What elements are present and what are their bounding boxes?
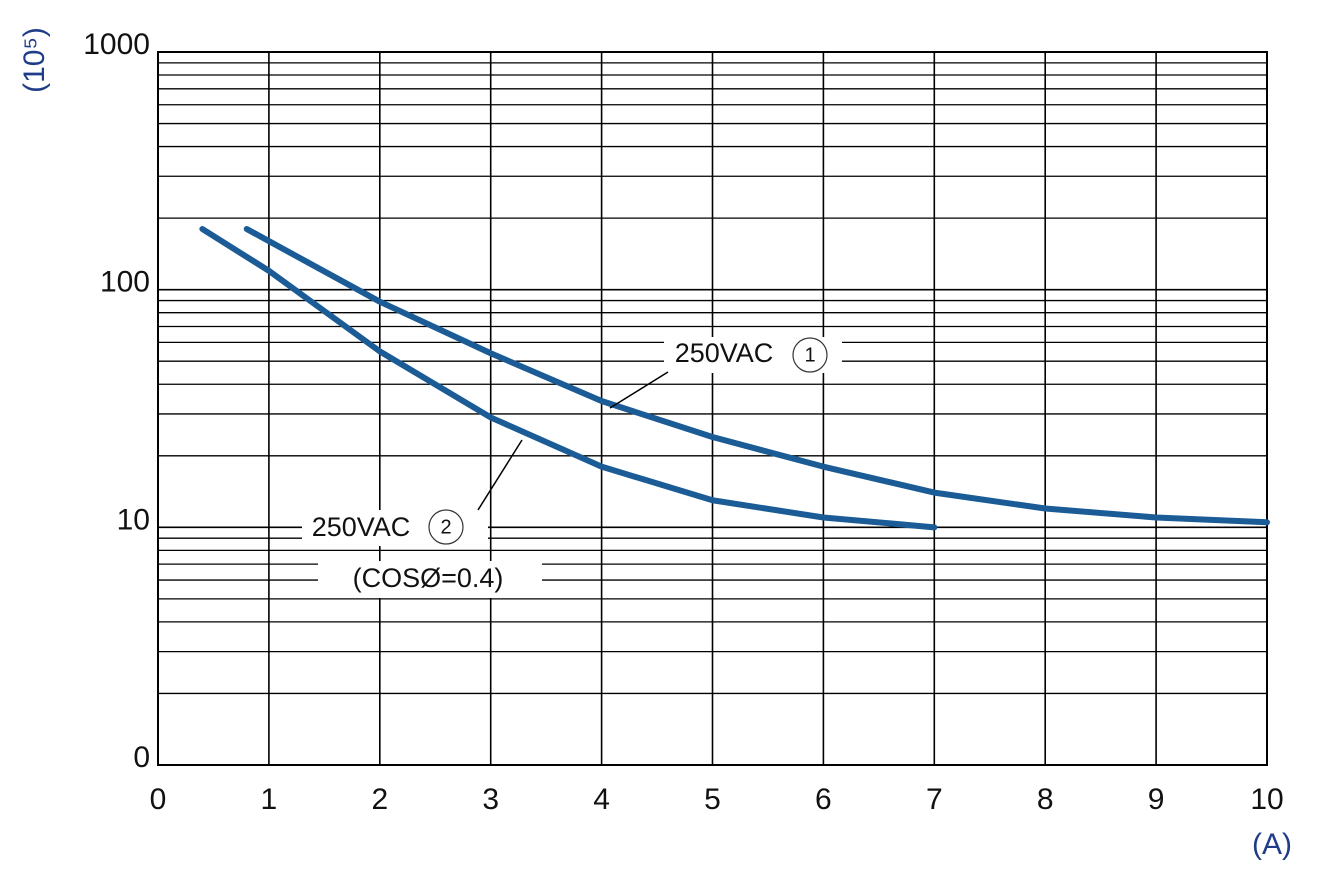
- x-tick-label: 5: [704, 783, 721, 816]
- series-number: 1: [804, 344, 815, 366]
- leader-line: [477, 439, 523, 511]
- y-tick-label: 1000: [83, 28, 150, 61]
- y-tick-label: 100: [100, 266, 150, 299]
- x-tick-label: 3: [482, 783, 499, 816]
- x-tick-label: 1: [261, 783, 278, 816]
- number-circle: [792, 337, 828, 373]
- x-tick-label: 2: [371, 783, 388, 816]
- note-box: [318, 561, 542, 598]
- x-tick-label: 9: [1148, 783, 1165, 816]
- y-tick-label: 0: [133, 741, 150, 774]
- x-tick-label: 4: [593, 783, 610, 816]
- x-tick-label: 0: [150, 783, 167, 816]
- series-note: (COSØ=0.4): [353, 563, 504, 593]
- x-tick-label: 7: [926, 783, 943, 816]
- y-axis-label: (10⁵): [18, 27, 51, 93]
- series-label: 250VAC: [312, 512, 411, 542]
- x-axis-label: (A): [1252, 828, 1292, 861]
- label-box: [664, 337, 842, 373]
- plot-frame: [157, 51, 1268, 766]
- x-tick-label: 8: [1037, 783, 1054, 816]
- series-line: [199, 225, 938, 531]
- y-tick-label: 10: [117, 503, 150, 536]
- series-label: 250VAC: [675, 338, 774, 368]
- number-circle: [428, 509, 464, 545]
- x-tick-label: 6: [815, 783, 832, 816]
- x-tick-label: 10: [1250, 783, 1283, 816]
- series-number: 2: [440, 516, 451, 538]
- series-line: [243, 225, 1270, 526]
- leader-line: [609, 371, 669, 409]
